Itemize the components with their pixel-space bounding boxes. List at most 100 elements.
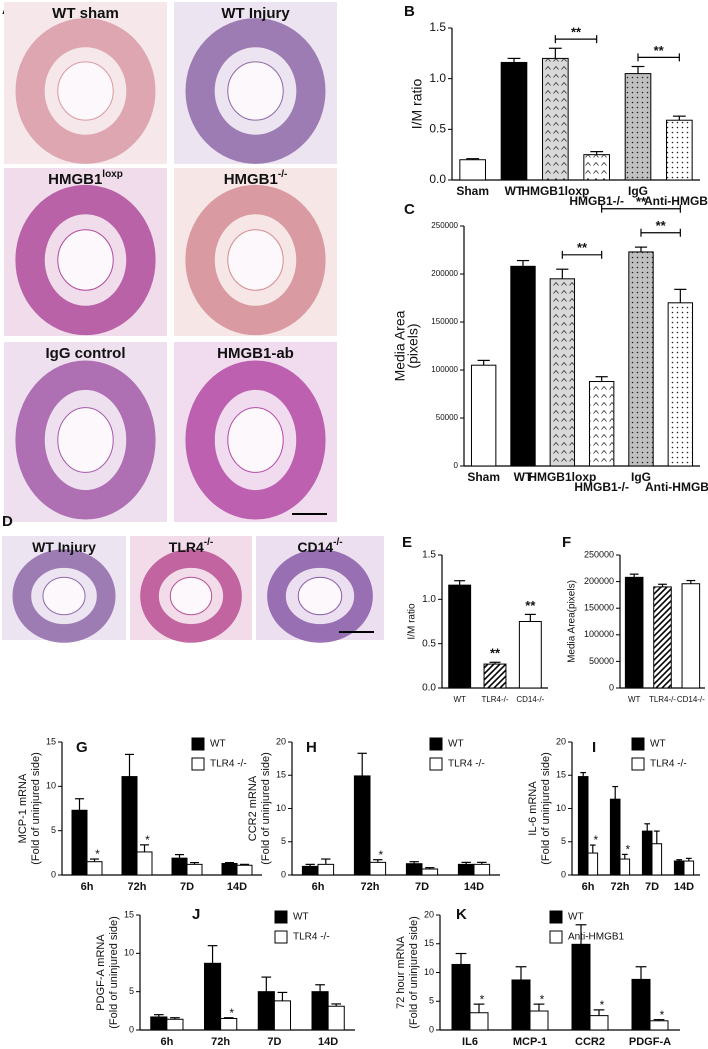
x-tick-label: Anti-HMGB1 bbox=[644, 194, 708, 208]
y-tick-label: 5 bbox=[51, 825, 56, 835]
bar bbox=[673, 860, 685, 876]
bar bbox=[221, 862, 238, 876]
bar bbox=[204, 962, 222, 1031]
y-tick-label: 20 bbox=[424, 909, 434, 919]
legend-swatch bbox=[549, 910, 563, 924]
x-tick-label: 7D bbox=[267, 1036, 281, 1048]
y-tick-label: 10 bbox=[124, 948, 134, 958]
x-tick-label: Anti-HMGB1 bbox=[645, 480, 708, 494]
bar bbox=[301, 865, 319, 876]
significance-label: * bbox=[625, 843, 630, 857]
bar bbox=[459, 159, 486, 181]
image-title-text: HMGB1 bbox=[224, 171, 278, 188]
bar bbox=[421, 868, 439, 876]
legend-swatch bbox=[429, 757, 443, 771]
legend-label: TLR4 -/- bbox=[650, 759, 687, 770]
y-tick-label: 200000 bbox=[431, 269, 458, 278]
y-tick-label: 10 bbox=[424, 967, 434, 977]
bar bbox=[624, 73, 652, 181]
image-title-text: CD14 bbox=[297, 539, 333, 555]
legend-swatch bbox=[191, 737, 205, 751]
y-tick-label: 10 bbox=[556, 803, 566, 813]
y-tick-label: 150000 bbox=[431, 317, 458, 326]
significance-label: ** bbox=[525, 598, 536, 613]
bar bbox=[589, 1015, 609, 1031]
significance-label: * bbox=[229, 1006, 234, 1020]
bar bbox=[121, 776, 138, 876]
significance-label: * bbox=[660, 1008, 665, 1022]
legend-swatch bbox=[429, 737, 443, 751]
bar bbox=[529, 1010, 549, 1031]
y-tick-label: 10 bbox=[46, 781, 56, 791]
image-title-text: HMGB1-ab bbox=[217, 345, 294, 362]
y-tick-label: 0.5 bbox=[429, 122, 446, 136]
y-tick-label: 15 bbox=[556, 770, 566, 780]
legend-label: TLR4 -/- bbox=[293, 932, 330, 943]
bar bbox=[405, 863, 423, 876]
bar bbox=[542, 57, 569, 181]
vessel-wall bbox=[140, 549, 242, 643]
image-title: TLR4-/- bbox=[169, 537, 213, 555]
y-tick-label: 0.5 bbox=[422, 638, 436, 649]
bar bbox=[651, 843, 663, 876]
x-tick-label: 6h bbox=[81, 881, 94, 893]
x-tick-label: 72h bbox=[128, 881, 147, 893]
y-tick-label: 150000 bbox=[584, 603, 614, 613]
legend-label: WT bbox=[448, 739, 464, 750]
image-title: HMGB1-ab bbox=[217, 345, 294, 362]
bar bbox=[236, 864, 253, 876]
image-title: WT Injury bbox=[32, 539, 96, 555]
y-tick-label: 5 bbox=[129, 986, 134, 996]
significance-label: * bbox=[540, 992, 545, 1006]
bar bbox=[451, 963, 471, 1031]
vessel-wall bbox=[15, 360, 156, 520]
image-title: WT sham bbox=[52, 5, 119, 22]
x-tick-label: 14D bbox=[227, 881, 247, 893]
x-tick-label: Sham bbox=[467, 470, 500, 484]
bar bbox=[457, 863, 475, 876]
vessel-wall bbox=[185, 18, 326, 164]
bar bbox=[353, 775, 371, 876]
bar bbox=[549, 278, 576, 467]
bar bbox=[473, 863, 491, 876]
image-title: HMGB1-/- bbox=[224, 169, 288, 188]
x-tick-label: MCP-1 bbox=[513, 1036, 547, 1048]
bar bbox=[150, 1016, 168, 1031]
y-tick-label: 0 bbox=[561, 869, 566, 879]
significance-label: * bbox=[378, 848, 383, 862]
image-title: WT Injury bbox=[221, 5, 290, 22]
image-title-text: WT Injury bbox=[221, 5, 290, 22]
bar bbox=[86, 861, 103, 876]
bar bbox=[577, 776, 589, 876]
x-tick-label: WT bbox=[514, 470, 533, 484]
bar bbox=[649, 1020, 669, 1031]
x-tick-label: HMGB1loxp bbox=[521, 184, 589, 198]
bar bbox=[166, 1018, 184, 1031]
image-title-text: WT sham bbox=[52, 5, 119, 22]
significance-label: * bbox=[593, 833, 598, 847]
y-tick-label: 50000 bbox=[436, 413, 459, 422]
x-tick-label: IL6 bbox=[462, 1036, 478, 1048]
x-tick-label: 72h bbox=[611, 881, 630, 893]
bracket-label: ** bbox=[571, 25, 582, 40]
image-title-text: HMGB1 bbox=[48, 171, 102, 188]
y-axis-label: I/M ratio bbox=[409, 79, 425, 130]
bar bbox=[483, 663, 507, 689]
y-axis-label: Media Area bbox=[392, 310, 408, 381]
significance-label: * bbox=[95, 847, 100, 861]
bar bbox=[583, 154, 610, 181]
bar bbox=[171, 857, 188, 876]
legend-label: TLR4 -/- bbox=[448, 759, 485, 770]
bracket-label: ** bbox=[654, 43, 665, 58]
panel-letter: C bbox=[404, 201, 415, 218]
x-tick-label: IgG bbox=[631, 470, 651, 484]
y-axis-label: (Fold of uninjured side) bbox=[408, 916, 420, 1029]
x-tick-label: WT bbox=[628, 695, 641, 704]
bar bbox=[609, 798, 621, 876]
legend-swatch bbox=[274, 910, 288, 924]
image-title-sup: -/- bbox=[278, 169, 287, 180]
bar bbox=[448, 584, 472, 689]
vessel-lumen bbox=[57, 229, 114, 291]
legend-label: WT bbox=[568, 912, 584, 923]
